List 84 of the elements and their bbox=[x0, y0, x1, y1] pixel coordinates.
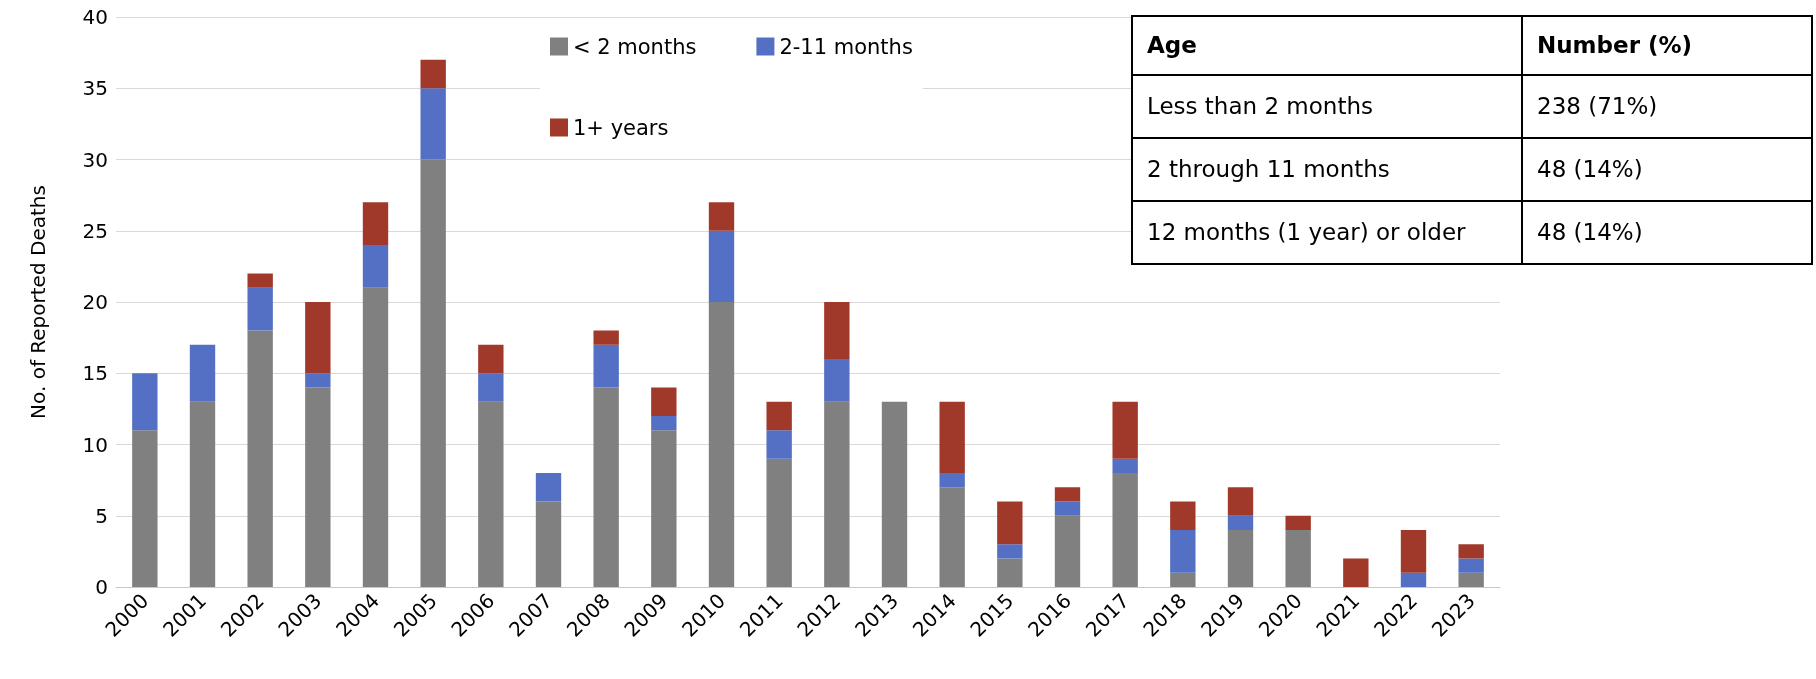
legend-label: 1+ years bbox=[573, 115, 669, 140]
bar bbox=[651, 416, 677, 431]
bar bbox=[1285, 515, 1311, 530]
bar bbox=[1400, 572, 1427, 587]
y-tick-label: 20 bbox=[82, 290, 108, 314]
bar bbox=[997, 558, 1023, 587]
annotation: Less than 2 months bbox=[1132, 75, 1522, 138]
bar bbox=[1227, 515, 1254, 530]
y-tick-label: 35 bbox=[82, 76, 108, 101]
bar bbox=[1458, 558, 1484, 573]
bar bbox=[708, 230, 735, 302]
y-tick-label: 0 bbox=[95, 575, 108, 599]
bar bbox=[247, 273, 273, 288]
bar bbox=[247, 330, 273, 587]
bar bbox=[766, 458, 792, 587]
bar bbox=[189, 401, 216, 587]
bar bbox=[1170, 572, 1196, 587]
bar bbox=[1400, 530, 1427, 573]
bar bbox=[939, 401, 965, 473]
y-tick-label: 25 bbox=[82, 218, 108, 243]
annotation: 12 months (1 year) or older bbox=[1132, 201, 1522, 264]
bar bbox=[1170, 501, 1196, 530]
bar bbox=[1170, 530, 1196, 573]
bar bbox=[478, 344, 504, 374]
legend-label: < 2 months bbox=[573, 34, 697, 59]
y-tick-label: 5 bbox=[95, 503, 108, 528]
y-tick-label: 40 bbox=[82, 5, 108, 29]
bar bbox=[1112, 473, 1138, 587]
annotation: 2 through 11 months bbox=[1132, 138, 1522, 201]
annotation: Age bbox=[1132, 16, 1522, 75]
text: 238 (71%) bbox=[1537, 93, 1658, 119]
bar bbox=[305, 302, 331, 374]
bar bbox=[939, 487, 965, 587]
text: 48 (14%) bbox=[1537, 156, 1643, 182]
bar bbox=[420, 59, 446, 89]
bar bbox=[593, 330, 619, 345]
bar bbox=[593, 387, 619, 587]
bar bbox=[1458, 544, 1484, 559]
bar bbox=[478, 373, 504, 402]
bar bbox=[766, 430, 792, 459]
bar bbox=[997, 501, 1023, 545]
bar bbox=[132, 430, 158, 587]
bar bbox=[824, 401, 850, 587]
legend-label: 2-11 months bbox=[779, 34, 913, 59]
bar bbox=[1285, 530, 1311, 587]
bar bbox=[305, 373, 331, 388]
bar bbox=[478, 401, 504, 587]
bar bbox=[420, 159, 446, 587]
bar bbox=[1054, 487, 1081, 502]
bar bbox=[1227, 487, 1254, 516]
bar bbox=[362, 202, 389, 245]
bar bbox=[1112, 401, 1138, 459]
bar bbox=[1054, 501, 1081, 516]
text: 48 (14%) bbox=[1537, 219, 1643, 245]
bar bbox=[1054, 515, 1081, 587]
bar bbox=[535, 473, 562, 502]
bar bbox=[881, 401, 908, 587]
bar bbox=[939, 473, 965, 488]
bar bbox=[1112, 458, 1138, 473]
bar bbox=[1343, 558, 1369, 587]
text: Number (%) bbox=[1537, 32, 1693, 58]
bar bbox=[651, 430, 677, 587]
bar bbox=[1227, 530, 1254, 587]
bar bbox=[189, 344, 216, 402]
bar bbox=[1458, 572, 1484, 587]
bar bbox=[535, 501, 562, 587]
bar bbox=[766, 401, 792, 431]
bar bbox=[362, 245, 389, 288]
bar bbox=[593, 344, 619, 388]
y-tick-label: 15 bbox=[82, 361, 108, 386]
bar bbox=[420, 88, 446, 160]
y-tick-label: 30 bbox=[82, 147, 108, 172]
bar bbox=[132, 373, 158, 431]
bar bbox=[651, 387, 677, 416]
bar bbox=[362, 287, 389, 587]
y-axis-title: No. of Reported Deaths bbox=[26, 185, 50, 419]
bar bbox=[824, 302, 850, 359]
bar bbox=[824, 359, 850, 402]
y-tick-label: 10 bbox=[82, 432, 108, 457]
bar bbox=[305, 387, 331, 587]
bar bbox=[247, 287, 273, 331]
bar bbox=[708, 202, 735, 231]
bar bbox=[997, 544, 1023, 559]
bar bbox=[708, 302, 735, 587]
